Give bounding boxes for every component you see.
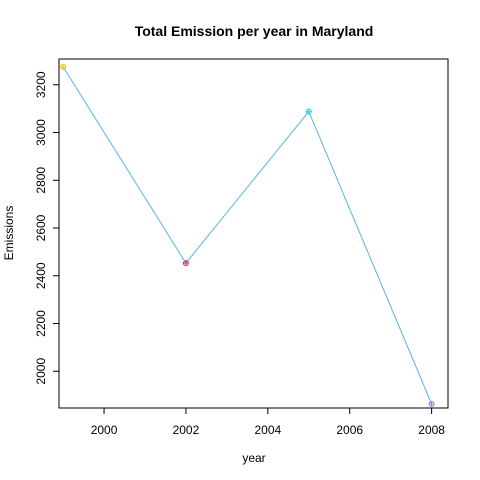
y-axis: 2000 2200 2400 2600 2800 3000 3200 <box>34 71 59 385</box>
chart-title: Total Emission per year in Maryland <box>135 23 374 39</box>
data-point <box>60 63 67 70</box>
series-layer <box>62 66 433 405</box>
series-line <box>62 66 433 405</box>
x-axis-label: year <box>242 451 265 465</box>
x-tick-label: 2004 <box>254 423 281 437</box>
y-tick-label: 2200 <box>34 310 48 337</box>
y-tick-label: 2800 <box>34 167 48 194</box>
y-tick-label: 3200 <box>34 71 48 98</box>
y-tick-label: 2000 <box>34 358 48 385</box>
x-tick-label: 2006 <box>336 423 363 437</box>
y-tick-label: 2600 <box>34 214 48 241</box>
y-axis-label: Emissions <box>2 206 16 261</box>
x-tick-label: 2002 <box>173 423 200 437</box>
y-tick-label: 3000 <box>34 119 48 146</box>
y-tick-label: 2400 <box>34 262 48 289</box>
plot-area <box>58 58 449 409</box>
data-point <box>182 260 189 267</box>
data-point <box>428 400 435 407</box>
points-layer <box>60 63 435 407</box>
x-tick-label: 2008 <box>418 423 445 437</box>
data-point <box>305 108 312 115</box>
x-axis: 2000 2002 2004 2006 2008 <box>91 408 445 437</box>
x-tick-label: 2000 <box>91 423 118 437</box>
